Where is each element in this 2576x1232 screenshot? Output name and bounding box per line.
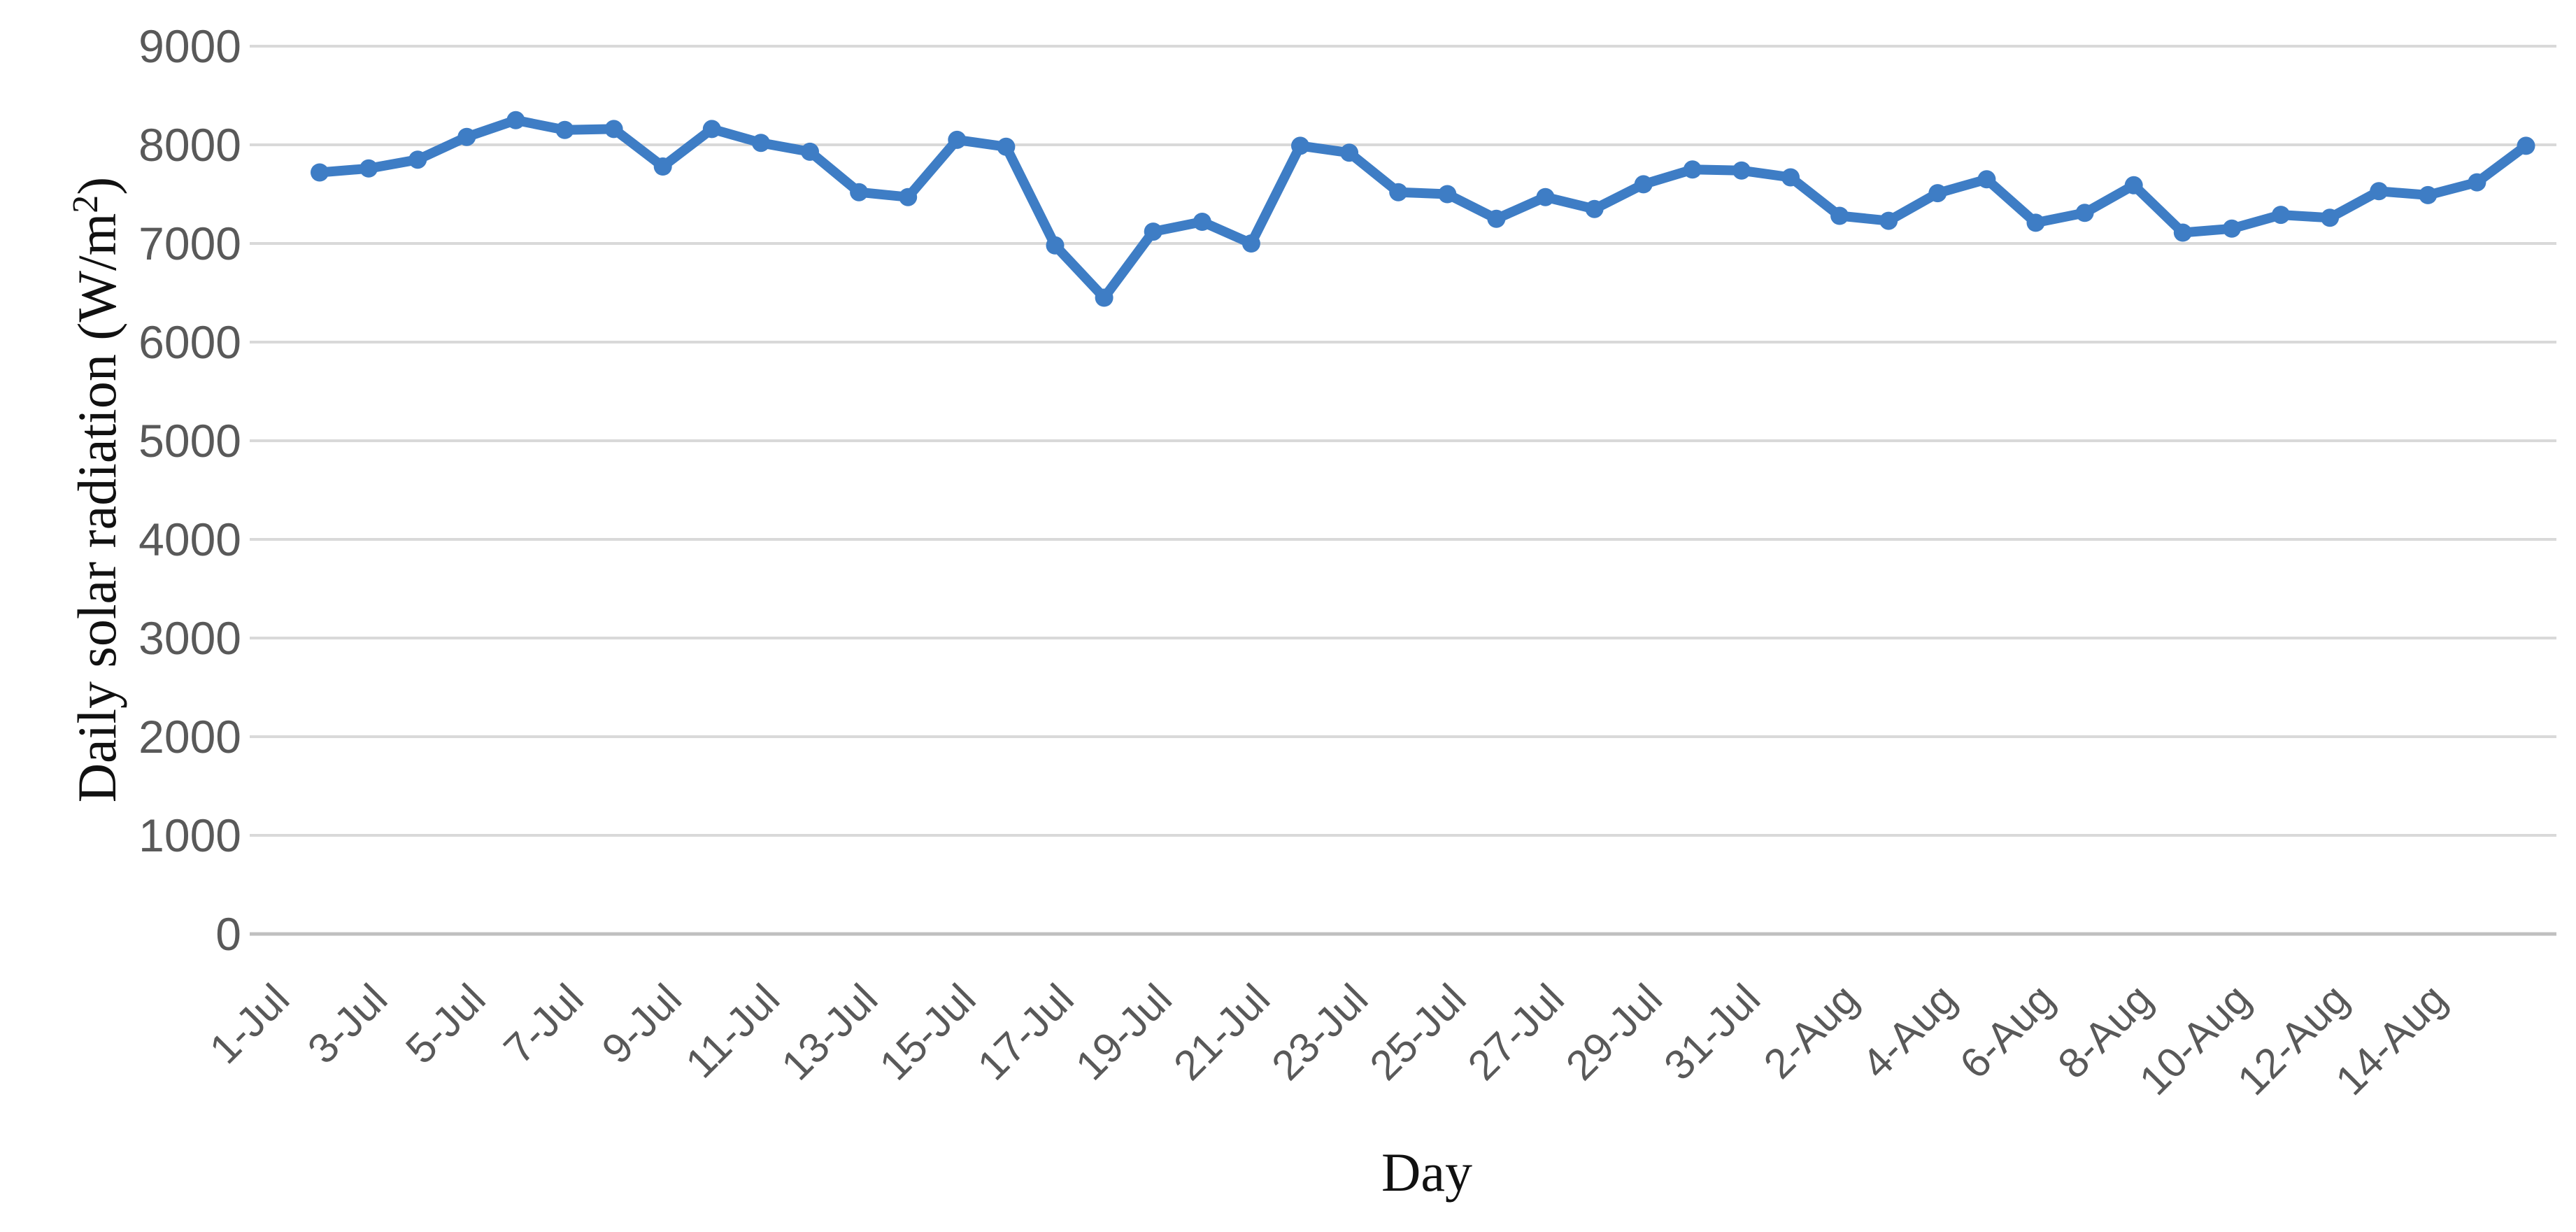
x-tick-label: 25-Jul xyxy=(1361,975,1475,1089)
y-tick-label: 0 xyxy=(215,908,241,960)
y-tick-label: 9000 xyxy=(138,20,241,72)
x-tick-label: 4-Aug xyxy=(1853,975,1965,1088)
data-point-marker xyxy=(1389,183,1408,201)
x-tick-label: 11-Jul xyxy=(676,975,788,1087)
data-point-marker xyxy=(2124,176,2143,194)
data-point-marker xyxy=(702,120,721,139)
data-point-marker xyxy=(408,150,427,169)
data-point-marker xyxy=(1830,206,1849,225)
data-point-marker xyxy=(2222,219,2241,238)
data-point-marker xyxy=(1536,187,1555,206)
x-tick-label: 15-Jul xyxy=(871,975,985,1089)
data-point-marker xyxy=(555,120,574,139)
data-point-marker xyxy=(2517,136,2535,155)
data-point-marker xyxy=(653,157,672,176)
data-point-marker xyxy=(948,130,967,149)
data-point-marker xyxy=(1046,236,1065,255)
y-tick-label: 5000 xyxy=(138,415,241,467)
y-tick-label: 6000 xyxy=(138,316,241,368)
y-tick-label: 2000 xyxy=(138,711,241,763)
data-point-marker xyxy=(457,127,476,146)
x-tick-label: 5-Jul xyxy=(397,975,494,1072)
y-axis-title: Daily solar radiation (W/m2) xyxy=(66,177,127,803)
data-point-marker xyxy=(1732,161,1751,180)
data-point-marker xyxy=(604,120,623,139)
data-point-marker xyxy=(1634,175,1653,194)
x-tick-label: 12-Aug xyxy=(2228,975,2357,1104)
x-tick-label: 7-Jul xyxy=(494,975,592,1072)
x-tick-label: 9-Jul xyxy=(593,975,690,1072)
gridlines-layer xyxy=(250,45,2556,936)
data-point-marker xyxy=(751,134,770,153)
data-point-marker xyxy=(1193,213,1211,231)
data-point-marker xyxy=(1241,234,1260,253)
data-point-marker xyxy=(1340,143,1359,162)
x-tick-label: 19-Jul xyxy=(1067,975,1181,1089)
x-tick-label: 23-Jul xyxy=(1262,975,1376,1089)
data-point-marker xyxy=(2419,185,2438,204)
x-tick-label: 10-Aug xyxy=(2130,975,2259,1104)
x-tick-label: 2-Aug xyxy=(1755,975,1867,1088)
data-point-marker xyxy=(1585,199,1604,218)
series-line xyxy=(315,115,2531,303)
data-point-marker xyxy=(997,137,1016,156)
x-tick-label: 14-Aug xyxy=(2326,975,2455,1104)
x-tick-labels: 1-Jul 3-Jul 5-Jul 7-Jul 9-Jul11-Jul13-Jul15-… xyxy=(201,975,2456,1104)
data-point-marker xyxy=(1977,170,1996,189)
y-tick-labels: 0 1000 2000 3000 4000 5000 6000 7000 8000 9000 xyxy=(138,20,241,960)
data-point-marker xyxy=(2026,213,2045,232)
x-axis-title: Day xyxy=(1381,1142,1472,1203)
data-point-marker xyxy=(1438,185,1457,204)
data-point-marker xyxy=(2321,208,2340,227)
data-point-marker xyxy=(1781,168,1800,187)
data-point-marker xyxy=(899,187,918,206)
x-tick-label: 3-Jul xyxy=(299,975,396,1072)
y-tick-label: 1000 xyxy=(138,809,241,861)
y-tick-label: 4000 xyxy=(138,514,241,565)
x-tick-label: 21-Jul xyxy=(1165,975,1279,1089)
data-point-marker xyxy=(506,111,525,129)
data-point-marker xyxy=(850,183,869,201)
y-tick-label: 3000 xyxy=(138,612,241,664)
x-tick-label: 31-Jul xyxy=(1655,975,1769,1089)
data-point-marker xyxy=(1683,160,1702,179)
series-layer xyxy=(311,111,2535,307)
data-point-marker xyxy=(1291,136,1309,155)
data-point-marker xyxy=(1095,288,1113,307)
data-point-marker xyxy=(1487,209,1506,228)
x-tick-label: 6-Aug xyxy=(1951,975,2063,1088)
data-point-marker xyxy=(1879,211,1898,230)
data-point-marker xyxy=(2370,182,2389,201)
data-point-marker xyxy=(2468,173,2486,192)
x-tick-label: 17-Jul xyxy=(969,975,1083,1089)
x-tick-label: 1-Jul xyxy=(201,975,298,1072)
x-tick-label: 29-Jul xyxy=(1557,975,1671,1089)
data-point-marker xyxy=(1144,222,1162,241)
data-point-marker xyxy=(311,163,329,182)
data-point-marker xyxy=(2075,204,2094,222)
data-point-marker xyxy=(1928,184,1947,203)
x-tick-label: 13-Jul xyxy=(772,975,886,1089)
y-tick-label: 8000 xyxy=(138,119,241,171)
data-point-marker xyxy=(801,142,819,161)
x-tick-label: 27-Jul xyxy=(1459,975,1573,1089)
data-point-marker xyxy=(2173,223,2192,242)
y-tick-label: 7000 xyxy=(138,218,241,269)
data-point-marker xyxy=(2272,206,2290,225)
data-point-marker xyxy=(360,159,378,178)
